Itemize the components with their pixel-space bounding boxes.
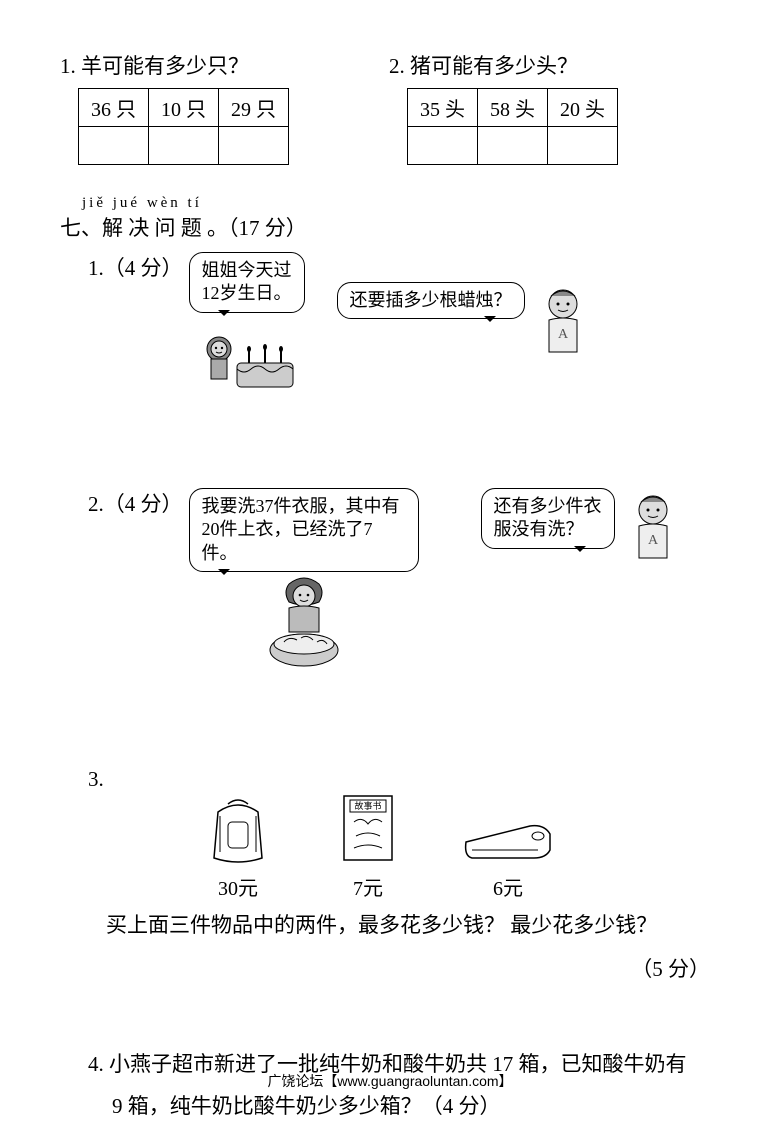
q2-opt-0: 35 头 [408,89,478,127]
q1-number: 1.（4 分） [88,252,183,282]
item-backpack: 30元 [198,792,278,901]
boy2-icon: A [621,488,685,568]
q1-blank-2[interactable] [219,127,289,165]
price-book: 7元 [338,872,398,901]
q3-number: 3. [88,767,104,791]
q2-text: 2. 猪可能有多少头？ [389,50,618,80]
q2-right-group: 还有多少件衣 服没有洗？ A [481,488,685,568]
svg-text:A: A [647,533,658,548]
section7-q3: 3. 30元 故事书 7元 [88,767,720,983]
q1-scene: 姐姐今天过 12岁生日。 还要插多少根蜡烛？ [189,252,595,398]
pencilcase-icon [458,816,558,866]
price-pencilcase: 6元 [458,872,558,901]
q2-scene: 我要洗37件衣服，其中有 20件上衣，已经洗了7件。 还有多少件衣 服没有洗？ [189,488,685,677]
q2-bubble-right: 还有多少件衣 服没有洗？ [481,488,615,549]
q2-blank-1[interactable] [478,127,548,165]
q4-line2: 9 箱，纯牛奶比酸牛奶少多少箱？（4 分） [112,1085,720,1127]
q3-items: 30元 故事书 7元 6元 [198,792,720,901]
q3-points: （5 分） [88,953,710,983]
q1-left-group: 姐姐今天过 12岁生日。 [189,252,305,398]
item-book: 故事书 7元 [338,792,398,901]
q2-blank-0[interactable] [408,127,478,165]
top-q2: 2. 猪可能有多少头？ 35 头 58 头 20 头 [389,50,618,165]
top-questions: 1. 羊可能有多少只？ 36 只 10 只 29 只 2. 猪可能有多少头？ 3… [60,50,720,165]
wash-lady-icon [259,572,349,672]
price-backpack: 30元 [198,872,278,901]
boy-icon: A [531,282,595,362]
q1-opt-1: 10 只 [149,89,219,127]
footer-text: 广饶论坛【www.guangraoluntan.com】 [0,1071,780,1091]
q1-opt-2: 29 只 [219,89,289,127]
q2-opt-1: 58 头 [478,89,548,127]
q1-text: 1. 羊可能有多少只？ [60,50,289,80]
q2-table: 35 头 58 头 20 头 [407,88,618,165]
q2-opt-2: 20 头 [548,89,618,127]
q2-bubble-left: 我要洗37件衣服，其中有 20件上衣，已经洗了7件。 [189,488,419,572]
q3-text: 买上面三件物品中的两件，最多花多少钱？ 最少花多少钱？ [106,907,720,945]
q2-blank-2[interactable] [548,127,618,165]
q2-number: 2.（4 分） [88,488,183,518]
q1-blank-0[interactable] [79,127,149,165]
storybook-icon: 故事书 [338,792,398,866]
section7-pinyin: jiě jué wèn tí [82,195,720,212]
book-tag: 故事书 [354,800,381,811]
section7-title: 七、解 决 问 题 。（17 分） [60,212,720,242]
q1-bubble-right: 还要插多少根蜡烛？ [337,282,525,319]
q1-blank-1[interactable] [149,127,219,165]
section7-q1: 1.（4 分） 姐姐今天过 12岁生日。 还要插多少根蜡烛？ [60,252,720,398]
q1-right-group: 还要插多少根蜡烛？ A [337,282,595,362]
q1-opt-0: 36 只 [79,89,149,127]
q2-left-group: 我要洗37件衣服，其中有 20件上衣，已经洗了7件。 [189,488,419,677]
backpack-icon [198,792,278,866]
girl-cake-icon [189,313,299,393]
svg-text:A: A [557,327,568,342]
q1-bubble-left: 姐姐今天过 12岁生日。 [189,252,305,313]
section7-q2: 2.（4 分） 我要洗37件衣服，其中有 20件上衣，已经洗了7件。 还有多少件… [60,488,720,677]
item-pencilcase: 6元 [458,816,558,901]
q1-table: 36 只 10 只 29 只 [78,88,289,165]
top-q1: 1. 羊可能有多少只？ 36 只 10 只 29 只 [60,50,289,165]
